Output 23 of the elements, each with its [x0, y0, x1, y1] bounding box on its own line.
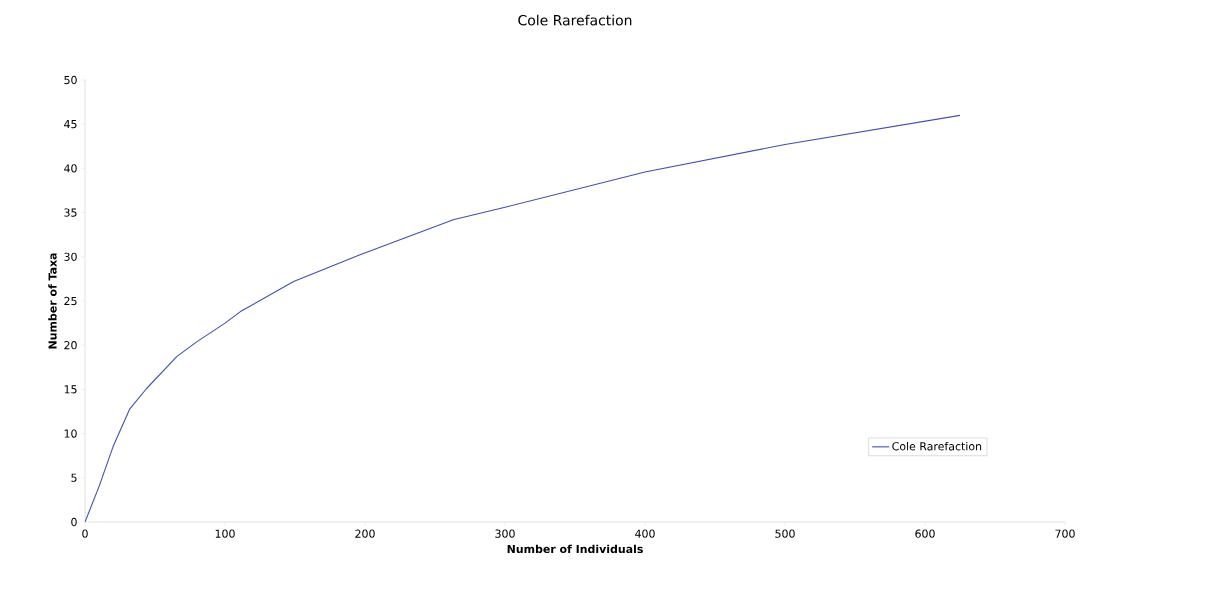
chart-title: Cole Rarefaction [518, 14, 632, 26]
x-tick-label: 0 [82, 529, 88, 538]
y-tick-label: 10 [64, 429, 77, 438]
x-tick-label: 500 [775, 529, 795, 538]
x-tick-label: 100 [215, 529, 235, 538]
y-tick-label: 0 [71, 517, 77, 527]
y-tick-label: 50 [64, 75, 77, 85]
y-axis-title: Number of Taxa [48, 253, 57, 349]
y-tick-label: 15 [64, 385, 77, 394]
y-tick-label: 30 [64, 252, 77, 261]
y-tick-label: 35 [64, 208, 77, 217]
y-tick-label: 45 [64, 120, 77, 129]
y-tick-label: 25 [64, 296, 77, 306]
y-tick-label: 40 [64, 164, 77, 173]
y-tick-label: 5 [71, 473, 77, 482]
y-tick-label: 20 [64, 341, 77, 350]
legend-label: Cole Rarefaction [892, 441, 982, 451]
x-tick-label: 300 [495, 529, 515, 538]
x-tick-label: 400 [635, 529, 655, 538]
x-axis-title: Number of Individuals [507, 544, 643, 554]
x-tick-label: 200 [355, 529, 375, 538]
x-tick-label: 600 [915, 529, 935, 538]
x-tick-label: 700 [1055, 529, 1075, 538]
